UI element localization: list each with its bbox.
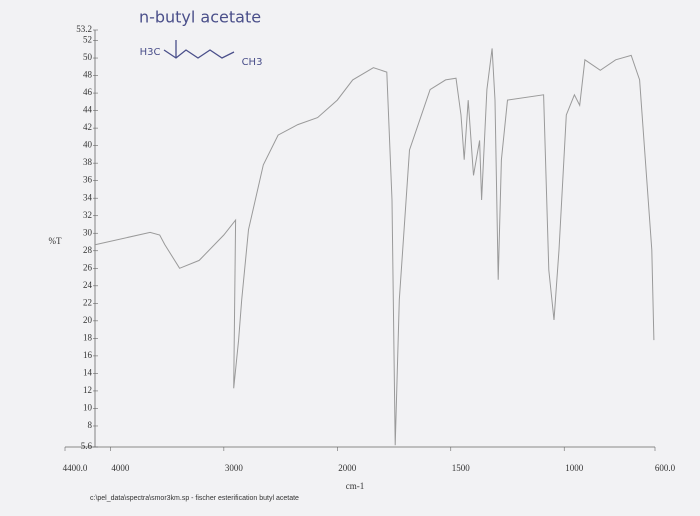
y-tick-label: 32 [83,210,92,220]
x-tick-label: 1000 [565,463,584,473]
y-tick-label: 28 [83,245,93,255]
y-tick-label: 53.2 [76,24,92,34]
y-tick-label: 30 [83,227,93,237]
structure [163,40,235,59]
y-tick-label: 36 [83,175,93,185]
x-tick-label: 1500 [452,463,471,473]
spectrum-line [95,48,655,446]
y-axis-label: %T [49,236,62,246]
x-axis-label: cm-1 [346,481,365,491]
footer: c:\pel_data\spectra\smor3km.sp - fischer… [90,495,299,502]
y-tick-label: 20 [83,315,93,325]
x-tick-label: 4400.0 [63,463,88,473]
x-tick-label: 3000 [225,463,244,473]
y-tick-label: 34 [83,192,93,202]
y-tick-label: 24 [83,280,93,290]
y-tick-label: 42 [83,122,92,132]
x-tick-label: 4000 [111,463,130,473]
y-tick-label: 14 [83,367,93,377]
y-tick-label: 50 [83,52,93,62]
annotation: H3C [140,47,161,58]
y-tick-label: 40 [83,140,93,150]
y-tick-label: 46 [83,87,93,97]
y-tick-label: 38 [83,157,93,167]
x-tick-label: 2000 [338,463,357,473]
x-tick-label: 600.0 [655,463,676,473]
annotation: CH3 [242,57,263,68]
y-tick-label: 12 [83,385,92,395]
y-tick-label: 5.6 [81,441,93,451]
y-tick-label: 8 [88,420,93,430]
y-tick-label: 44 [83,105,93,115]
y-tick-label: 16 [83,350,93,360]
y-tick-label: 48 [83,70,93,80]
y-tick-label: 52 [83,35,92,45]
y-tick-label: 22 [83,297,92,307]
chart-title: n-butyl acetate [139,8,261,27]
y-tick-label: 10 [83,403,93,413]
y-tick-label: 18 [83,332,93,342]
y-tick-label: 26 [83,262,93,272]
